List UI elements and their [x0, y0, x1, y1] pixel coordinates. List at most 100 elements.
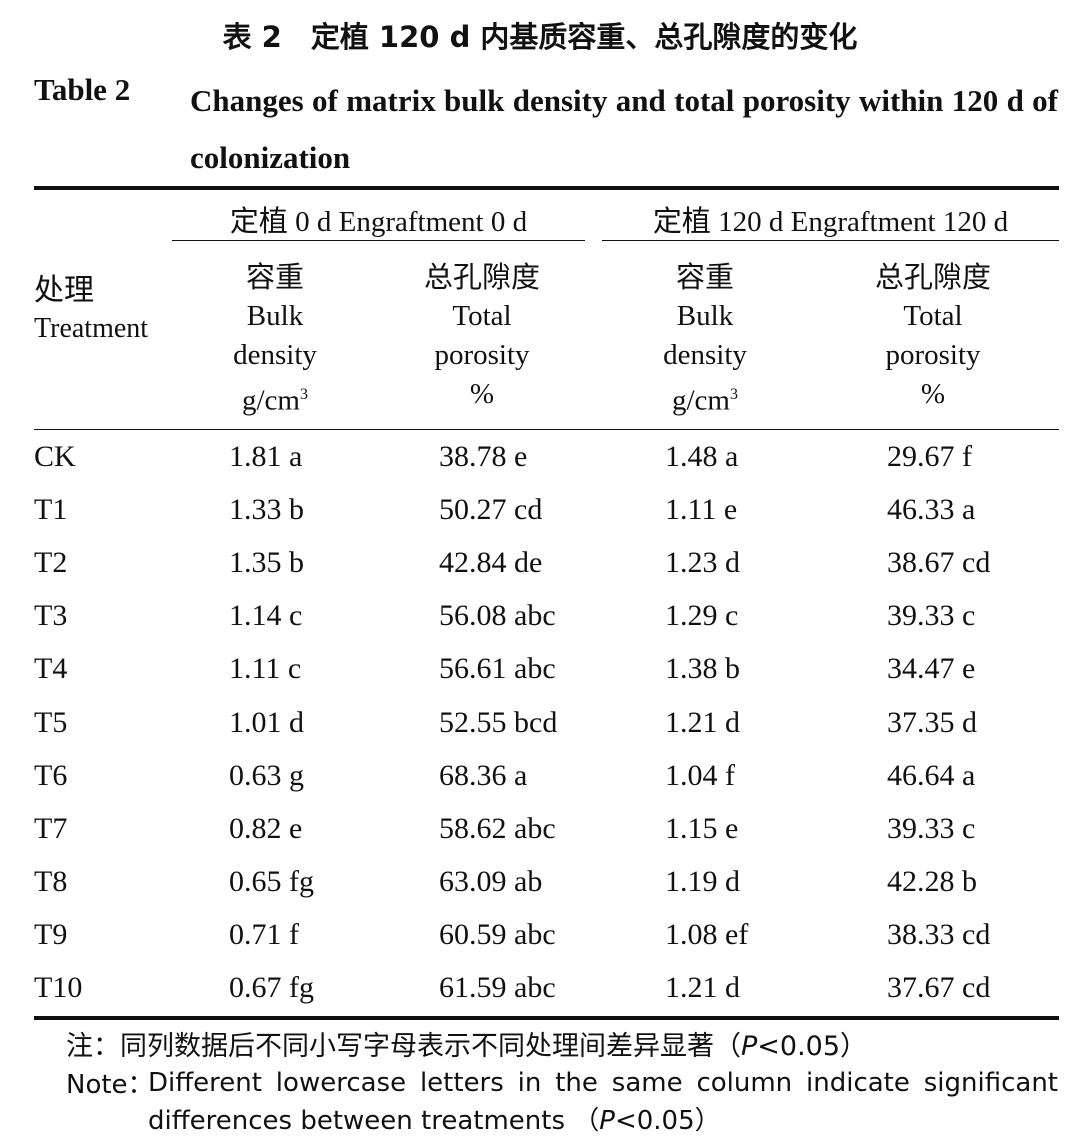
treatment-cell: T4	[34, 652, 68, 686]
data-table: CK 1.81 a 38.78 e 1.48 a 29.67 f T1 1.33 b 50.2…	[34, 430, 1059, 1015]
bottom-rule	[34, 1016, 1059, 1020]
bulk-density-120d-cell: 1.11 e	[665, 492, 738, 526]
table-title-chinese: 表 2 定植 120 d 内基质容重、总孔隙度的变化	[222, 20, 858, 54]
top-rule	[34, 186, 1059, 190]
bulk-density-0d-cell: 1.01 d	[229, 705, 304, 739]
total-porosity-cn: 总孔隙度	[423, 260, 540, 294]
col-header-total-porosity-0d: 总孔隙度 Total porosity %	[380, 258, 584, 414]
total-porosity-en-2: porosity	[434, 339, 530, 371]
total-porosity-120d-cell: 29.67 f	[887, 439, 972, 473]
bulk-density-0d-cell: 1.11 c	[229, 652, 302, 686]
total-porosity-120d-cell: 46.64 a	[887, 758, 976, 792]
bulk-density-0d-cell: 0.71 f	[229, 918, 299, 952]
treatment-cell: T8	[34, 865, 68, 899]
note-chinese: 注：同列数据后不同小写字母表示不同处理间差异显著（P<0.05）	[66, 1031, 868, 1062]
table-row: T7 0.82 e 58.62 abc 1.15 e 39.33 c	[34, 802, 1059, 855]
total-porosity-120d-cell: 46.33 a	[887, 492, 976, 526]
treatment-cell: T2	[34, 545, 68, 579]
table-row: T6 0.63 g 68.36 a 1.04 f 46.64 a	[34, 749, 1059, 802]
note-english-label: Note：	[66, 1070, 154, 1100]
table-row: T4 1.11 c 56.61 abc 1.38 b 34.47 e	[34, 643, 1059, 696]
table-row: T1 1.33 b 50.27 cd 1.11 e 46.33 a	[34, 483, 1059, 536]
total-porosity-cn: 总孔隙度	[874, 260, 991, 294]
group-header-day120: 定植 120 d Engraftment 120 d	[652, 206, 1009, 238]
col-header-total-porosity-120d: 总孔隙度 Total porosity %	[830, 258, 1036, 414]
bulk-density-120d-cell: 1.15 e	[665, 811, 739, 845]
treatment-cell: T3	[34, 599, 68, 633]
total-porosity-0d-cell: 68.36 a	[439, 758, 528, 792]
group-underline-day120	[602, 240, 1059, 241]
total-porosity-unit: %	[920, 378, 946, 410]
bulk-density-120d-cell: 1.21 d	[665, 705, 740, 739]
total-porosity-120d-cell: 39.33 c	[887, 811, 976, 845]
total-porosity-120d-cell: 37.67 cd	[887, 971, 991, 1005]
treatment-header-en: Treatment	[34, 313, 149, 344]
treatment-cell: T7	[34, 811, 68, 845]
bulk-density-0d-cell: 1.35 b	[229, 545, 304, 579]
table-row: T5 1.01 d 52.55 bcd 1.21 d 37.35 d	[34, 696, 1059, 749]
bulk-density-unit: g/cm3	[672, 384, 738, 417]
treatment-cell: T10	[34, 971, 83, 1005]
total-porosity-0d-cell: 56.08 abc	[439, 599, 556, 633]
bulk-density-en-1: Bulk	[246, 300, 304, 332]
table-row: T10 0.67 fg 61.59 abc 1.21 d 37.67 cd	[34, 962, 1059, 1015]
total-porosity-0d-cell: 42.84 de	[439, 545, 543, 579]
table-row: T8 0.65 fg 63.09 ab 1.19 d 42.28 b	[34, 856, 1059, 909]
bulk-density-0d-cell: 0.67 fg	[229, 971, 314, 1005]
total-porosity-120d-cell: 34.47 e	[887, 652, 976, 686]
table-row: T9 0.71 f 60.59 abc 1.08 ef 38.33 cd	[34, 909, 1059, 962]
bulk-density-120d-cell: 1.04 f	[665, 758, 735, 792]
header-rule	[34, 429, 1059, 430]
total-porosity-0d-cell: 50.27 cd	[439, 492, 543, 526]
bulk-density-en-1: Bulk	[676, 300, 734, 332]
bulk-density-en-2: density	[233, 339, 317, 371]
bulk-density-0d-cell: 0.65 fg	[229, 865, 314, 899]
bulk-density-120d-cell: 1.23 d	[665, 545, 740, 579]
total-porosity-en-1: Total	[903, 300, 963, 332]
treatment-cell: T5	[34, 705, 68, 739]
bulk-density-0d-cell: 1.14 c	[229, 599, 303, 633]
treatment-header-cn: 处理	[34, 273, 94, 308]
treatment-header: 处理 Treatment	[34, 272, 148, 348]
table-row: T3 1.14 c 56.08 abc 1.29 c 39.33 c	[34, 590, 1059, 643]
table-title-english: Changes of matrix bulk density and total…	[190, 83, 1058, 175]
total-porosity-120d-cell: 39.33 c	[887, 599, 976, 633]
bulk-density-120d-cell: 1.29 c	[665, 599, 739, 633]
total-porosity-unit: %	[469, 378, 495, 410]
treatment-cell: T9	[34, 918, 68, 952]
total-porosity-120d-cell: 37.35 d	[887, 705, 977, 739]
bulk-density-120d-cell: 1.08 ef	[665, 918, 749, 952]
bulk-density-unit: g/cm3	[242, 384, 308, 417]
table-row: CK 1.81 a 38.78 e 1.48 a 29.67 f	[34, 430, 1059, 483]
treatment-cell: CK	[34, 439, 76, 473]
table-row: T2 1.35 b 42.84 de 1.23 d 38.67 cd	[34, 536, 1059, 589]
table-title-english-label: Table 2	[34, 72, 131, 107]
bulk-density-cn: 容重	[245, 260, 304, 294]
total-porosity-0d-cell: 38.78 e	[439, 439, 528, 473]
total-porosity-120d-cell: 38.33 cd	[887, 918, 991, 952]
bulk-density-0d-cell: 0.82 e	[229, 811, 303, 845]
bulk-density-120d-cell: 1.19 d	[665, 865, 740, 899]
total-porosity-0d-cell: 52.55 bcd	[439, 705, 558, 739]
bulk-density-0d-cell: 0.63 g	[229, 758, 304, 792]
bulk-density-120d-cell: 1.21 d	[665, 971, 740, 1005]
total-porosity-0d-cell: 60.59 abc	[439, 918, 556, 952]
total-porosity-0d-cell: 56.61 abc	[439, 652, 556, 686]
bulk-density-en-2: density	[663, 339, 747, 371]
total-porosity-120d-cell: 42.28 b	[887, 865, 977, 899]
group-underline-day0	[172, 240, 585, 241]
total-porosity-120d-cell: 38.67 cd	[887, 545, 991, 579]
treatment-cell: T6	[34, 758, 68, 792]
group-header-day0: 定植 0 d Engraftment 0 d	[229, 206, 528, 238]
treatment-cell: T1	[34, 492, 68, 526]
bulk-density-120d-cell: 1.38 b	[665, 652, 740, 686]
bulk-density-cn: 容重	[675, 260, 734, 294]
note-english: Different lowercase letters in the same …	[148, 1068, 1058, 1136]
total-porosity-0d-cell: 63.09 ab	[439, 865, 543, 899]
total-porosity-0d-cell: 58.62 abc	[439, 811, 556, 845]
bulk-density-0d-cell: 1.33 b	[229, 492, 304, 526]
col-header-bulk-density-0d: 容重 Bulk density g/cm3	[180, 258, 370, 421]
bulk-density-120d-cell: 1.48 a	[665, 439, 739, 473]
total-porosity-0d-cell: 61.59 abc	[439, 971, 556, 1005]
col-header-bulk-density-120d: 容重 Bulk density g/cm3	[610, 258, 800, 421]
